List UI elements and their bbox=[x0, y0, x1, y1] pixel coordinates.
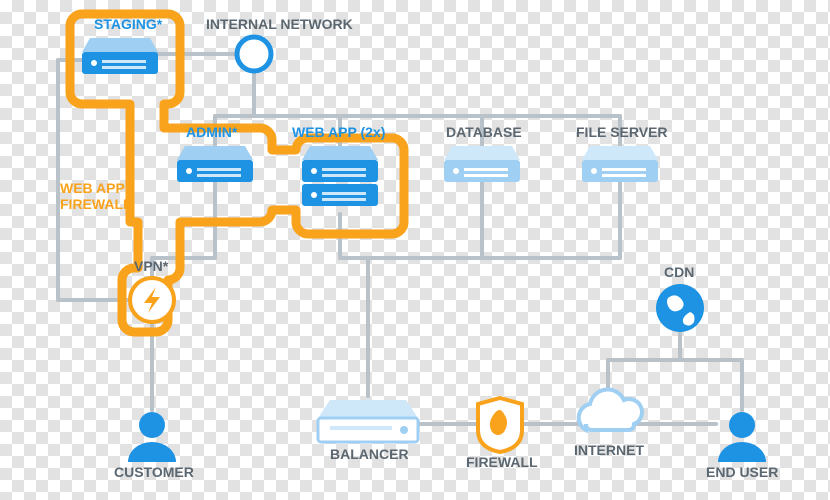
label-database: DATABASE bbox=[446, 124, 522, 140]
node-cdn bbox=[656, 284, 704, 332]
label-internet: INTERNET bbox=[574, 442, 644, 458]
label-webapp: WEB APP (2x) bbox=[292, 124, 385, 140]
label-firewall: FIREWALL bbox=[466, 454, 538, 470]
node-fileserver bbox=[582, 146, 658, 182]
label-admin: ADMIN* bbox=[186, 124, 237, 140]
node-balancer bbox=[318, 400, 418, 442]
label-balancer: BALANCER bbox=[330, 446, 409, 462]
node-admin bbox=[177, 146, 253, 182]
node-staging bbox=[82, 38, 158, 74]
label-internal-net: INTERNAL NETWORK bbox=[206, 16, 353, 32]
label-cdn: CDN bbox=[664, 264, 694, 280]
label-fileserver: FILE SERVER bbox=[576, 124, 668, 140]
node-internet bbox=[579, 390, 642, 430]
network-diagram bbox=[0, 0, 830, 500]
label-staging: STAGING* bbox=[94, 16, 162, 32]
label-waf: WEB APP FIREWALL bbox=[60, 180, 132, 212]
node-enduser bbox=[718, 412, 766, 462]
node-database bbox=[444, 146, 520, 182]
node-webapp bbox=[302, 146, 378, 206]
node-vpn bbox=[130, 278, 174, 322]
node-firewall bbox=[478, 398, 522, 452]
label-enduser: END USER bbox=[706, 464, 778, 480]
internal-network-icon bbox=[237, 37, 271, 71]
label-customer: CUSTOMER bbox=[114, 464, 194, 480]
node-customer bbox=[128, 412, 176, 462]
label-vpn: VPN* bbox=[134, 258, 168, 274]
